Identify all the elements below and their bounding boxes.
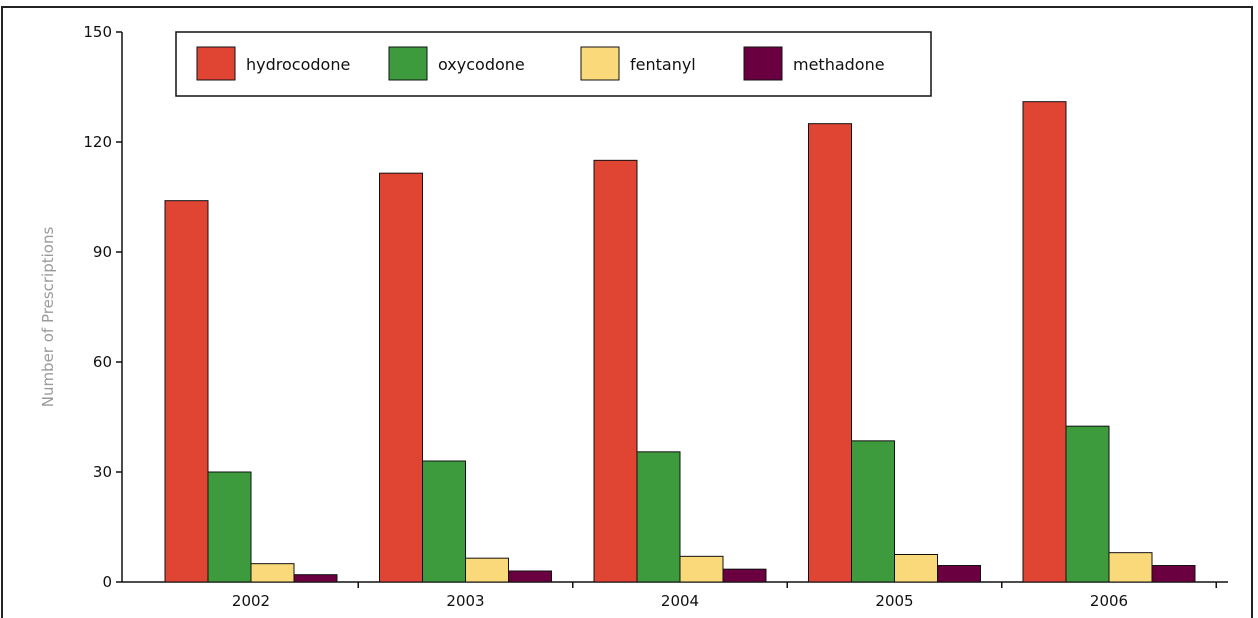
y-tick-label: 60 — [93, 353, 112, 371]
x-tick-label: 2002 — [232, 592, 270, 610]
bar-methadone-2005 — [937, 565, 981, 583]
bar-hydrocodone-2005 — [808, 123, 852, 583]
legend-label-oxycodone: oxycodone — [438, 55, 525, 74]
legend-swatch-methadone — [743, 46, 783, 81]
bar-fentanyl-2006 — [1108, 552, 1153, 583]
bar-methadone-2002 — [293, 574, 338, 583]
x-tick-label: 2005 — [875, 592, 913, 610]
bar-oxycodone-2002 — [207, 471, 252, 583]
x-tick-label: 2004 — [661, 592, 699, 610]
y-tick-label: 90 — [93, 243, 112, 261]
y-axis-label: Number of Prescriptions — [39, 227, 57, 408]
bar-oxycodone-2003 — [422, 460, 466, 583]
bar-oxycodone-2004 — [636, 451, 681, 583]
bar-fentanyl-2004 — [679, 555, 724, 583]
x-tick-label: 2003 — [446, 592, 484, 610]
legend-label-fentanyl: fentanyl — [630, 55, 696, 74]
bar-hydrocodone-2002 — [164, 200, 209, 583]
legend-swatch-oxycodone — [388, 46, 428, 81]
bar-oxycodone-2006 — [1065, 425, 1110, 583]
bar-methadone-2004 — [722, 568, 767, 583]
bar-fentanyl-2003 — [465, 557, 509, 583]
legend-swatch-hydrocodone — [196, 46, 236, 81]
bar-methadone-2006 — [1151, 565, 1196, 583]
bar-oxycodone-2005 — [851, 440, 895, 583]
bar-fentanyl-2005 — [894, 554, 938, 583]
legend-swatch-fentanyl — [580, 46, 620, 81]
legend-box — [175, 31, 932, 97]
x-tick-label: 2006 — [1090, 592, 1128, 610]
y-tick-label: 30 — [93, 463, 112, 481]
y-tick-label: 150 — [83, 23, 112, 41]
chart-frame — [1, 6, 1253, 618]
y-tick-label: 0 — [102, 573, 112, 591]
bar-hydrocodone-2003 — [379, 172, 423, 583]
legend-label-methadone: methadone — [793, 55, 885, 74]
bar-hydrocodone-2006 — [1022, 101, 1067, 583]
legend-label-hydrocodone: hydrocodone — [246, 55, 350, 74]
bar-hydrocodone-2004 — [593, 159, 638, 583]
bar-methadone-2003 — [508, 570, 552, 583]
bar-fentanyl-2002 — [250, 563, 295, 583]
bars — [164, 101, 1196, 583]
y-tick-label: 120 — [83, 133, 112, 151]
legend: hydrocodone oxycodone fentanyl methadone — [175, 31, 932, 97]
